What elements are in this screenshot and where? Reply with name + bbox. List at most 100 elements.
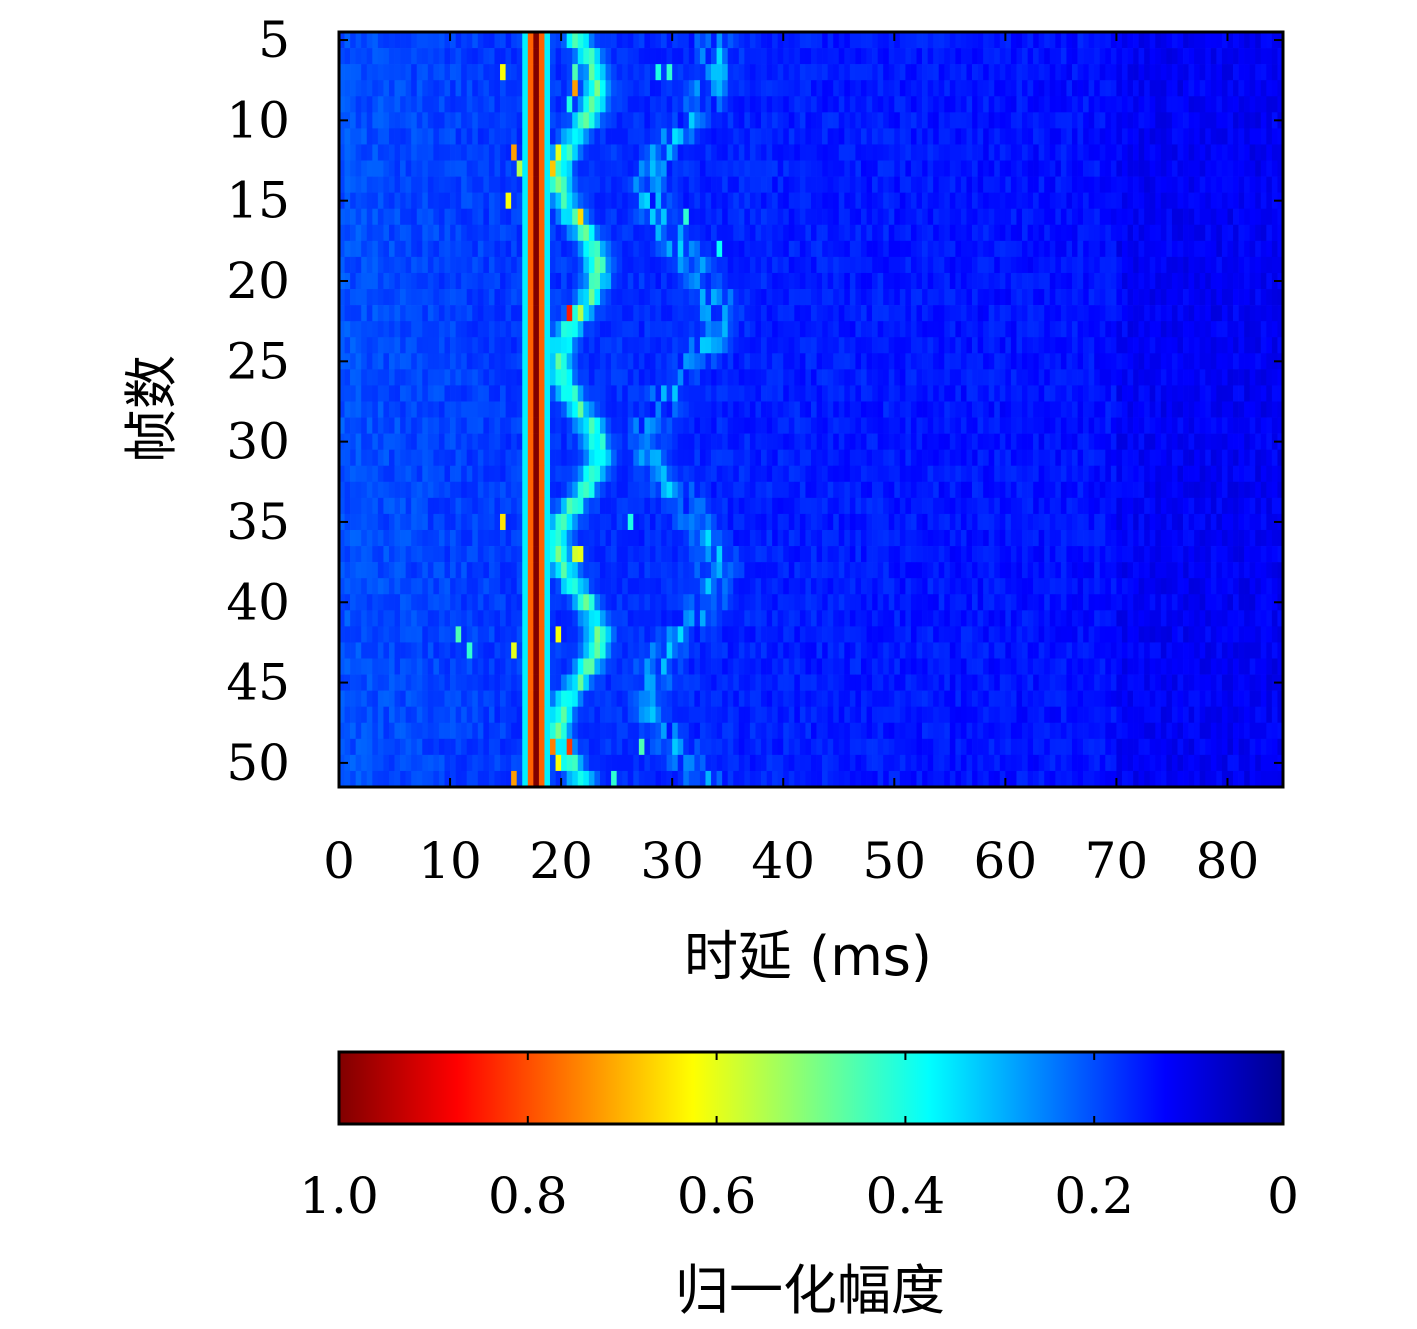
heatmap-cell	[783, 112, 790, 129]
heatmap-cell	[672, 128, 679, 145]
heatmap-cell	[1221, 224, 1228, 242]
heatmap-cell	[822, 48, 829, 65]
heatmap-cell	[438, 385, 445, 402]
heatmap-cell	[594, 321, 601, 338]
heatmap-cell	[516, 192, 523, 210]
heatmap-cell	[855, 305, 862, 322]
heatmap-cell	[955, 224, 962, 242]
heatmap-cell	[722, 337, 729, 354]
heatmap-cell	[983, 417, 990, 434]
heatmap-cell	[488, 96, 495, 113]
heatmap-cell	[1166, 353, 1173, 370]
heatmap-cell	[450, 289, 456, 306]
heatmap-cell	[483, 160, 490, 177]
heatmap-cell	[877, 337, 884, 354]
heatmap-cell	[677, 112, 684, 129]
heatmap-cell	[1266, 289, 1273, 306]
heatmap-cell	[888, 353, 895, 370]
heatmap-cell	[500, 289, 506, 306]
heatmap-cell	[1005, 32, 1012, 49]
heatmap-cell	[683, 449, 690, 467]
heatmap-cell	[1044, 96, 1051, 113]
heatmap-cell	[500, 32, 506, 49]
heatmap-cell	[422, 80, 429, 97]
heatmap-cell	[339, 289, 345, 306]
heatmap-cell	[977, 80, 984, 97]
heatmap-cell	[1227, 305, 1234, 322]
heatmap-cell	[822, 449, 829, 467]
heatmap-cell	[433, 96, 440, 113]
heatmap-cell	[1116, 337, 1123, 354]
heatmap-cell	[833, 192, 840, 210]
heatmap-cell	[983, 353, 990, 370]
heatmap-cell	[916, 128, 923, 145]
heatmap-cell	[366, 305, 373, 322]
heatmap-cell	[1171, 224, 1178, 242]
heatmap-cell	[999, 96, 1006, 113]
heatmap-cell	[466, 385, 473, 402]
heatmap-cell	[1233, 128, 1239, 145]
heatmap-cell	[977, 321, 984, 338]
heatmap-cell	[339, 497, 345, 515]
heatmap-cell	[638, 240, 645, 258]
heatmap-cell	[899, 32, 906, 49]
heatmap-cell	[1199, 48, 1206, 65]
heatmap-cell	[972, 192, 978, 210]
heatmap-cell	[544, 208, 551, 226]
heatmap-cell	[1183, 64, 1189, 81]
heatmap-cell	[761, 321, 767, 338]
heatmap-cell	[1183, 272, 1189, 290]
heatmap-cell	[1149, 481, 1156, 499]
heatmap-cell	[755, 401, 762, 418]
heatmap-cell	[1266, 96, 1273, 113]
heatmap-cell	[1271, 224, 1278, 242]
heatmap-cell	[494, 337, 501, 354]
heatmap-cell	[722, 112, 729, 129]
heatmap-cell	[427, 128, 434, 145]
heatmap-cell	[522, 160, 529, 177]
heatmap-cell	[438, 176, 445, 193]
heatmap-cell	[344, 224, 351, 242]
heatmap-cell	[1038, 128, 1045, 145]
heatmap-cell	[988, 321, 995, 338]
heatmap-cell	[927, 160, 934, 177]
heatmap-cell	[550, 401, 556, 418]
heatmap-cell	[461, 256, 468, 274]
heatmap-cell	[899, 337, 906, 354]
heatmap-cell	[1238, 176, 1245, 193]
heatmap-cell	[694, 321, 701, 338]
heatmap-cell	[1221, 321, 1228, 338]
heatmap-cell	[427, 96, 434, 113]
heatmap-cell	[1044, 208, 1051, 226]
heatmap-cell	[994, 176, 1001, 193]
heatmap-cell	[716, 208, 723, 226]
heatmap-cell	[738, 465, 745, 483]
heatmap-cell	[405, 192, 412, 210]
heatmap-cell	[1066, 289, 1073, 306]
heatmap-cell	[1271, 385, 1278, 402]
heatmap-cell	[1033, 80, 1040, 97]
heatmap-cell	[583, 481, 590, 499]
heatmap-cell	[799, 192, 806, 210]
heatmap-cell	[772, 449, 779, 467]
heatmap-cell	[905, 353, 912, 370]
heatmap-cell	[1044, 48, 1051, 65]
heatmap-cell	[883, 144, 890, 161]
heatmap-cell	[1249, 80, 1256, 97]
heatmap-cell	[1160, 256, 1167, 274]
heatmap-cell	[1160, 160, 1167, 177]
heatmap-cell	[388, 481, 395, 499]
heatmap-cell	[872, 144, 878, 161]
heatmap-cell	[811, 240, 817, 258]
heatmap-cell	[1083, 433, 1089, 451]
heatmap-cell	[366, 497, 373, 515]
heatmap-cell	[1177, 305, 1184, 322]
heatmap-cell	[722, 305, 729, 322]
heatmap-cell	[711, 240, 717, 258]
heatmap-cell	[550, 353, 556, 370]
heatmap-cell	[477, 481, 484, 499]
heatmap-cell	[1022, 337, 1028, 354]
heatmap-cell	[377, 128, 384, 145]
heatmap-cell	[633, 96, 640, 113]
heatmap-cell	[1105, 48, 1112, 65]
